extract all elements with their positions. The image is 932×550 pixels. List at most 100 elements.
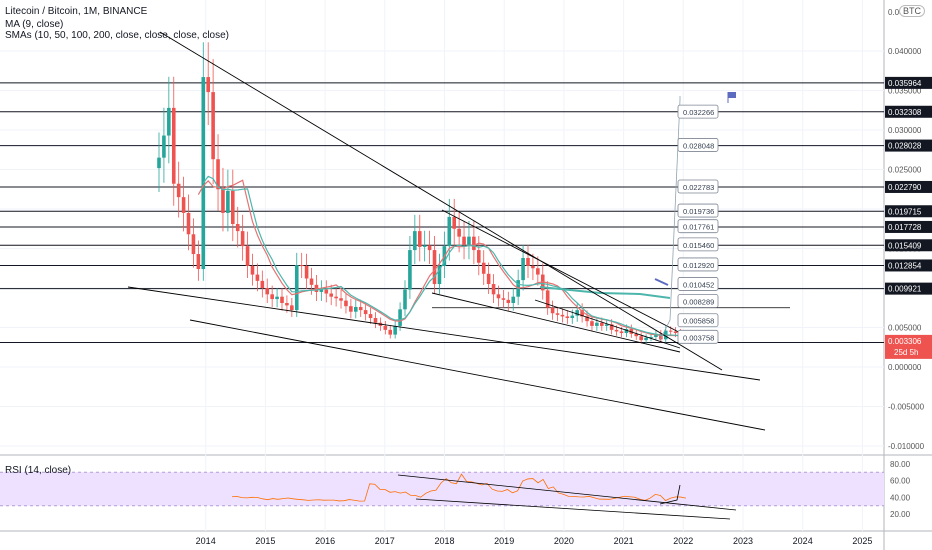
candle-body [324, 289, 329, 294]
candle-body [422, 245, 427, 247]
candle-body [255, 274, 260, 281]
y-tick-label: 0.025000 [888, 166, 922, 175]
projection-label-box [677, 237, 719, 252]
y-tick-label: 0.005000 [888, 324, 922, 333]
level-label: 0.022790 [888, 183, 922, 192]
projection-label-box [677, 203, 719, 218]
candle-body [457, 228, 461, 237]
rsi-projection-line [659, 484, 681, 505]
rsi-tick-label: 20.00 [890, 510, 911, 519]
projection-label-box [677, 313, 719, 328]
candle-body [432, 250, 437, 285]
candle-body [575, 310, 579, 316]
candle-body [358, 306, 363, 311]
projection-label-box [677, 179, 719, 194]
level-label-box [885, 180, 932, 193]
candle-body [240, 231, 245, 247]
projection-label-box [677, 329, 719, 344]
projection-label: 0.003758 [683, 333, 714, 342]
candle-body [447, 216, 452, 247]
y-tick-label: 0.030000 [888, 126, 922, 135]
y-tick-label: 0.040000 [888, 47, 922, 56]
candle-body [275, 296, 279, 300]
candle-body [609, 324, 614, 330]
candle-body [363, 310, 368, 315]
candle-body [624, 329, 629, 334]
projection-label-box [677, 277, 719, 291]
candle-body [314, 284, 319, 292]
candle-body [585, 316, 589, 322]
projection-label: 0.019736 [683, 207, 714, 216]
candle-body [398, 309, 402, 326]
candle-body [373, 318, 378, 323]
candle-body [334, 296, 338, 299]
flag-icon [728, 92, 736, 98]
candle-body [550, 307, 555, 314]
candle-body [481, 262, 486, 274]
candle-body [413, 231, 417, 251]
x-tick-label: 2020 [554, 536, 574, 546]
candle-body [555, 313, 560, 315]
x-tick-label: 2015 [255, 536, 275, 546]
candle-body [570, 315, 575, 319]
candle-body [604, 324, 609, 326]
sma-50-line [539, 286, 671, 299]
ma-legend: MA (9, close) [5, 19, 64, 30]
candle-body [506, 299, 511, 304]
trend-line [431, 292, 681, 353]
level-label: 0.035964 [888, 79, 922, 88]
projection-label: 0.012920 [683, 261, 714, 270]
rsi-tick-label: 80.00 [890, 460, 911, 469]
candle-body [659, 333, 663, 340]
candle-body [201, 77, 206, 270]
candle-body [206, 77, 210, 93]
projection-label: 0.032266 [683, 108, 714, 117]
candle-body [511, 296, 516, 304]
trend-line [441, 209, 701, 344]
level-label-box [885, 139, 932, 152]
currency-button[interactable]: BTC [899, 5, 925, 17]
candle-body [496, 294, 501, 299]
rsi-trendline-lower [415, 498, 731, 520]
rsi-legend: RSI (14, close) [5, 465, 72, 476]
candle-body [231, 190, 235, 225]
candle-body [290, 305, 294, 311]
candle-body [486, 273, 491, 285]
candle-body [191, 234, 196, 255]
candle-body [639, 336, 643, 341]
rsi-trendline-upper [397, 474, 737, 511]
projection-label-box [677, 104, 719, 119]
candle-body [403, 289, 407, 310]
candle-body [245, 246, 250, 266]
candle-body [560, 314, 565, 317]
candle-body [491, 284, 496, 295]
x-tick-label: 2018 [434, 536, 454, 546]
level-label-box [885, 205, 932, 218]
x-tick-label: 2021 [614, 536, 634, 546]
level-label: 0.032308 [888, 108, 922, 117]
candle-body [536, 268, 540, 275]
candle-body [309, 278, 314, 285]
trend-line [189, 319, 766, 431]
candle-body [294, 265, 299, 311]
y-tick-label: 0.035000 [888, 87, 922, 96]
projection-label: 0.005858 [683, 317, 714, 326]
projection-label: 0.017761 [683, 223, 714, 232]
candle-body [235, 224, 240, 232]
candle-body [265, 288, 270, 295]
candle-body [329, 293, 333, 297]
projection-label: 0.008289 [683, 298, 714, 307]
trend-line [534, 299, 681, 349]
candle-body [339, 298, 343, 301]
candle-body [565, 316, 570, 319]
projection-label-box [677, 257, 719, 272]
level-label: 0.009921 [888, 285, 922, 294]
level-label-box [885, 76, 932, 89]
projection-label: 0.022783 [683, 183, 714, 192]
candle-body [171, 107, 176, 184]
candle-body [211, 92, 215, 160]
candle-body [196, 254, 201, 270]
candle-body [216, 159, 220, 190]
